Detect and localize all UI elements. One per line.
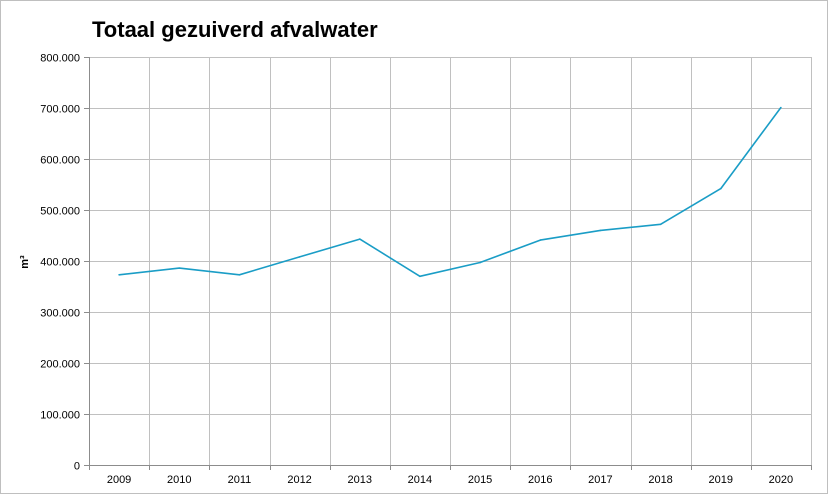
data-point xyxy=(298,256,301,258)
data-point xyxy=(539,239,542,241)
y-tick-label: 500.000 xyxy=(40,206,80,218)
axis-layer: 0 100.000 200.000 300.000 400.000 500.000 600.… xyxy=(40,53,812,486)
data-point xyxy=(238,273,241,276)
y-tick-label: 800.000 xyxy=(40,53,80,65)
series-layer xyxy=(118,106,782,278)
data-point xyxy=(659,223,662,226)
y-tick-label: 700.000 xyxy=(40,104,80,116)
x-tick-label: 2012 xyxy=(287,474,311,486)
data-point xyxy=(599,229,602,232)
x-tick-label: 2011 xyxy=(228,474,252,486)
x-tick-label: 2017 xyxy=(588,474,612,486)
y-tick-label: 600.000 xyxy=(40,155,80,167)
x-tick-label: 2016 xyxy=(528,474,552,486)
x-tick-label: 2014 xyxy=(408,474,432,486)
data-point xyxy=(719,187,722,190)
series-line xyxy=(119,107,782,278)
x-tick-label: 2019 xyxy=(709,474,733,486)
x-tick-label: 2018 xyxy=(648,474,672,486)
y-tick-label: 200.000 xyxy=(40,359,80,371)
x-tick-label: 2009 xyxy=(107,474,131,486)
x-tick-label: 2020 xyxy=(769,474,793,486)
y-tick-label: 0 xyxy=(74,461,80,473)
y-tick-label: 100.000 xyxy=(40,410,80,422)
x-tick-label: 2013 xyxy=(348,474,372,486)
x-tick-label: 2015 xyxy=(468,474,492,486)
y-axis-label: m³ xyxy=(19,255,31,269)
data-point xyxy=(358,238,361,240)
x-tick-label: 2010 xyxy=(167,474,191,486)
grid-layer xyxy=(89,57,812,465)
data-point xyxy=(780,106,782,109)
data-point xyxy=(178,267,181,269)
data-point xyxy=(479,261,481,264)
y-tick-label: 400.000 xyxy=(40,257,80,269)
chart-title: Totaal gezuiverd afvalwater xyxy=(92,17,378,42)
data-point xyxy=(419,275,421,278)
data-point xyxy=(118,273,120,276)
y-tick-label: 300.000 xyxy=(40,308,80,320)
